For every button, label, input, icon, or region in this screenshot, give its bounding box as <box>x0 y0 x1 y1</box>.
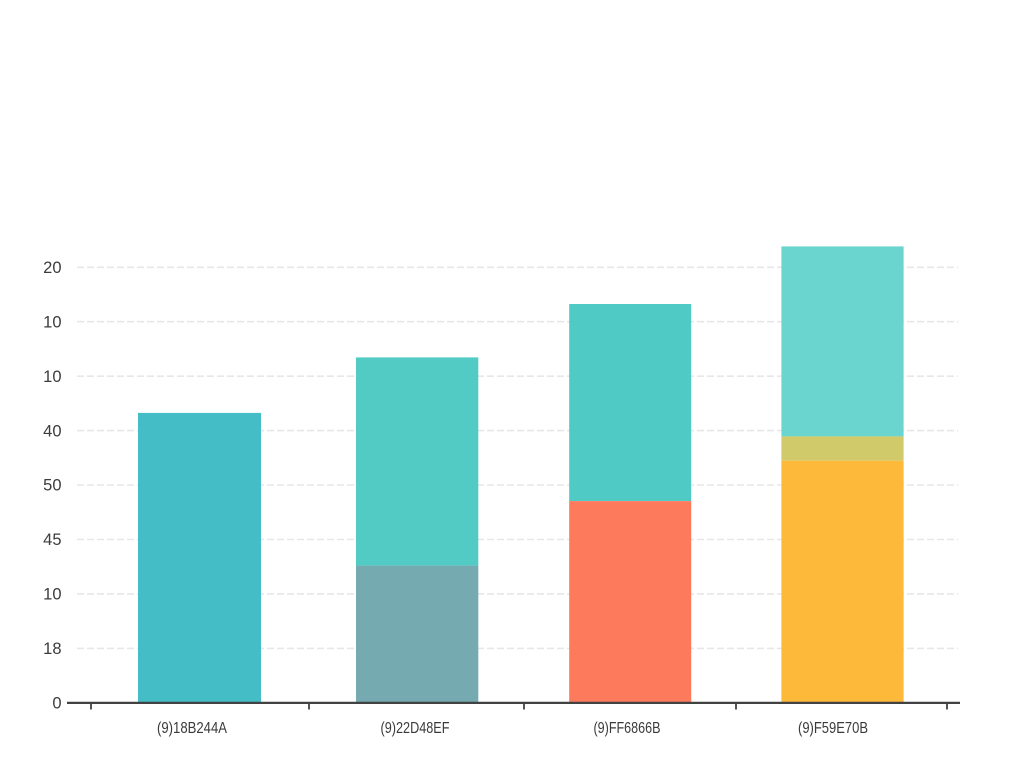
svg-text:18: 18 <box>43 640 61 658</box>
svg-text:10: 10 <box>43 586 61 604</box>
svg-text:(9)18B244A: (9)18B244A <box>157 720 228 737</box>
svg-text:10: 10 <box>43 368 61 386</box>
svg-text:50: 50 <box>43 477 61 495</box>
svg-text:(9)FF6866B: (9)FF6866B <box>594 720 661 737</box>
svg-text:0: 0 <box>52 695 61 713</box>
svg-text:10: 10 <box>43 313 61 331</box>
svg-text:45: 45 <box>43 531 61 549</box>
svg-text:(9)22D48EF: (9)22D48EF <box>381 720 450 737</box>
svg-text:(9)F59E70B: (9)F59E70B <box>798 720 868 737</box>
svg-text:40: 40 <box>43 422 61 440</box>
svg-text:20: 20 <box>43 259 61 277</box>
